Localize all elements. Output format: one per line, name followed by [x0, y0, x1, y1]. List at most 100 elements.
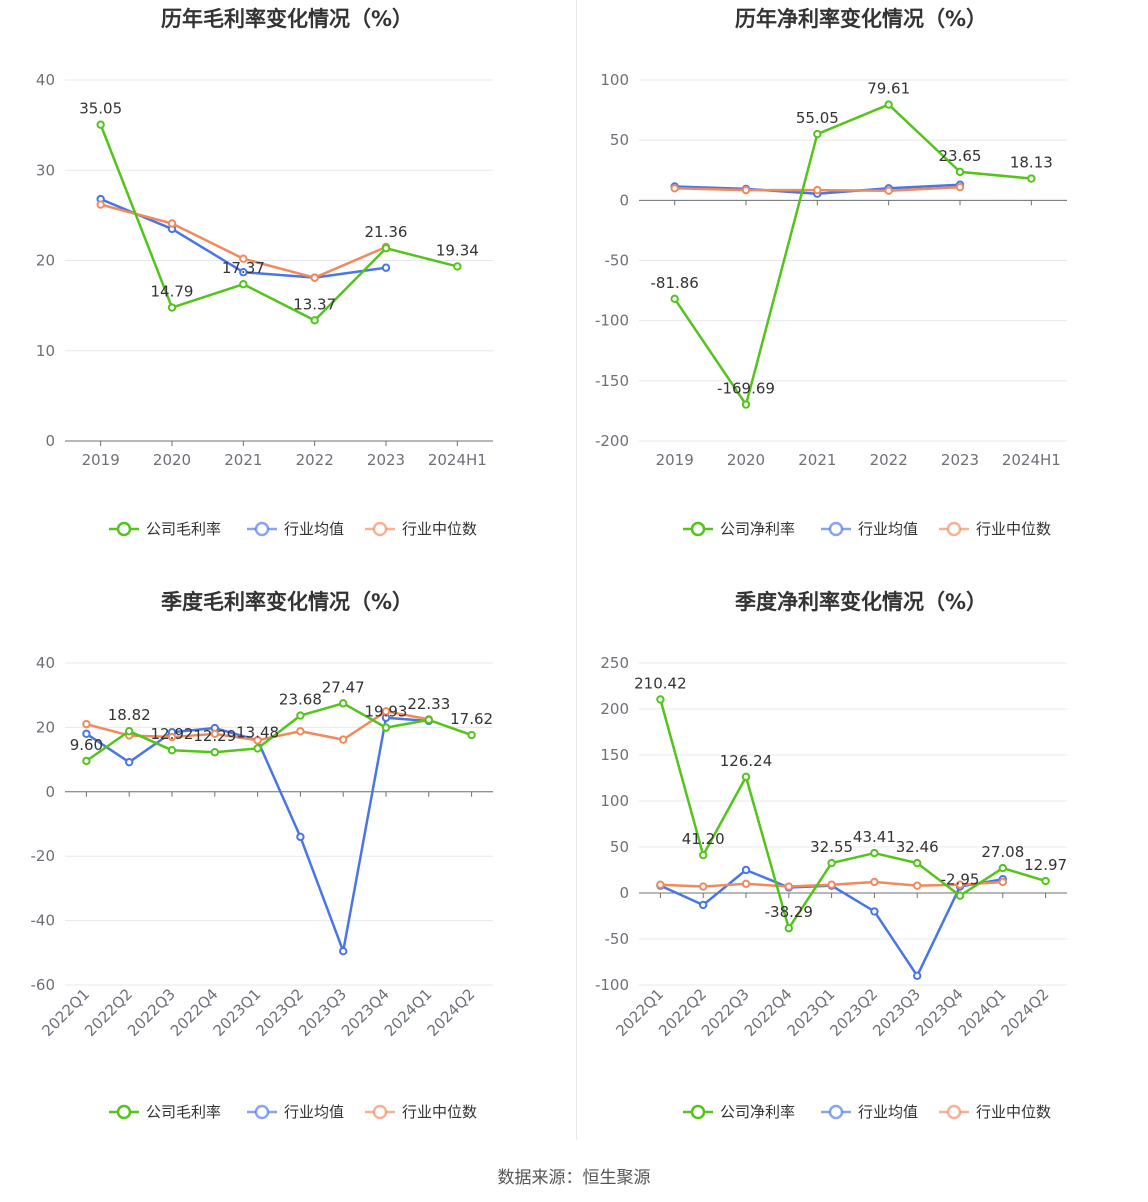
chart-svg: 历年净利率变化情况（%） -200 -150 -100 -50 0 50 100 2019 202…: [595, 7, 1067, 538]
legend-marker: [116, 521, 132, 537]
y-tick-label: -50: [605, 930, 630, 948]
data-label: 9.60: [70, 736, 103, 754]
legend-item: 行业均值: [247, 520, 344, 538]
data-label: -169.69: [717, 380, 775, 398]
legend-label: 公司毛利率: [146, 1103, 221, 1121]
y-tick-label: -50: [605, 252, 630, 270]
legend-item: 行业均值: [821, 1103, 918, 1121]
quarterly-gross-margin-chart: 季度毛利率变化情况（%） -60 -40 -20 0 20 40 2022Q1 2022Q2 20…: [0, 583, 574, 1166]
data-label: 12.92: [151, 725, 194, 743]
chart-svg: 季度净利率变化情况（%）-100-500501001502002502022Q1…: [595, 590, 1067, 1121]
legend-marker: [946, 521, 962, 537]
data-label: 18.82: [108, 706, 151, 724]
legend-item: 行业均值: [247, 1103, 344, 1121]
legend-label: 行业中位数: [402, 1103, 477, 1121]
y-tick-label: 200: [600, 700, 629, 718]
data-point: [998, 877, 1007, 887]
y-tick-label: 100: [600, 792, 629, 810]
data-point: [82, 756, 91, 766]
y-tick-label: 40: [36, 654, 55, 672]
data-point: [453, 262, 462, 271]
y-tick-label: -20: [31, 847, 56, 865]
panel-divider: [576, 0, 577, 1140]
x-tick-label: 2022: [296, 451, 334, 469]
data-point: [96, 200, 105, 209]
x-tick-label: 2024H1: [1002, 451, 1061, 469]
y-tick-label: 0: [45, 783, 55, 801]
data-point: [870, 877, 879, 887]
x-tick-label: 2024H1: [428, 451, 487, 469]
chart-svg: 历年毛利率变化情况（%） 0 10 20 30 40 2019 2020 2021 2022 202…: [36, 7, 493, 538]
data-label: 23.65: [939, 147, 982, 165]
data-point: [741, 879, 751, 888]
data-label: 14.79: [151, 283, 194, 301]
legend-marker: [828, 521, 844, 537]
y-tick-label: 50: [610, 838, 629, 856]
data-point: [82, 719, 91, 729]
chart-title: 历年净利率变化情况（%）: [735, 7, 987, 31]
data-point: [381, 244, 391, 253]
legend-label: 行业均值: [284, 1103, 344, 1121]
chart-svg: 季度毛利率变化情况（%）-60-40-20020402022Q12022Q220…: [31, 590, 494, 1121]
data-label: 55.05: [796, 109, 839, 127]
legend-marker: [372, 521, 388, 537]
legend-item: 公司净利率: [683, 1103, 795, 1121]
data-label: 13.48: [236, 723, 279, 741]
data-source-note: 数据来源：恒生聚源: [497, 1168, 651, 1188]
x-tick-label: 2023: [941, 451, 979, 469]
x-tick-label: 2022: [870, 451, 908, 469]
data-point: [813, 185, 822, 195]
y-tick-label: 20: [36, 718, 55, 736]
data-point: [884, 100, 893, 109]
data-point: [253, 736, 262, 745]
data-point: [339, 735, 348, 744]
data-point: [1041, 876, 1050, 886]
data-label: 19.93: [365, 703, 408, 721]
data-point: [913, 858, 922, 868]
data-point: [167, 303, 177, 312]
y-tick-label: -40: [31, 912, 56, 930]
legend-item: 行业中位数: [365, 520, 477, 538]
x-tick-label: 2019: [82, 451, 120, 469]
legend-label: 行业均值: [858, 1103, 918, 1121]
quarterly-net-margin-chart: 季度净利率变化情况（%） -100 -50 0 50 100 150 200 250 2022Q1…: [574, 583, 1148, 1166]
y-tick-label: 250: [600, 654, 629, 672]
y-tick-label: 20: [36, 252, 55, 270]
data-label: 17.37: [222, 259, 265, 277]
data-point: [253, 744, 262, 753]
data-point: [239, 254, 248, 263]
data-label: 23.68: [279, 691, 322, 709]
annual-net-margin-chart: 历年净利率变化情况（%） -200 -150 -100 -50 0 50 100 2019 202…: [574, 0, 1148, 583]
y-tick-label: 50: [610, 131, 629, 149]
y-tick-label: 0: [619, 884, 629, 902]
x-tick-label: 2019: [656, 451, 694, 469]
data-point: [699, 850, 708, 860]
y-tick-label: -150: [595, 372, 629, 390]
chart-title: 历年毛利率变化情况（%）: [161, 7, 413, 31]
legend-label: 公司净利率: [720, 520, 795, 538]
data-point: [310, 316, 319, 325]
data-label: 210.42: [634, 674, 687, 692]
data-point: [913, 881, 922, 890]
data-point: [827, 858, 836, 868]
data-point: [955, 182, 965, 192]
data-point: [239, 280, 248, 289]
series-line: [99, 124, 458, 322]
data-label: 126.24: [720, 752, 773, 770]
data-label: 27.47: [322, 678, 365, 696]
legend-item: 行业均值: [821, 520, 918, 538]
data-label: 22.33: [407, 695, 450, 713]
data-point: [310, 273, 319, 282]
legend-item: 行业中位数: [939, 1103, 1051, 1121]
data-point: [884, 186, 893, 195]
y-tick-label: 40: [36, 71, 55, 89]
legend-item: 行业中位数: [939, 520, 1051, 538]
data-point: [813, 129, 822, 139]
data-label: 79.61: [867, 80, 910, 98]
x-tick-label: 2020: [727, 451, 765, 469]
data-point: [870, 907, 879, 916]
data-point: [699, 882, 708, 891]
legend-marker: [254, 1104, 270, 1120]
data-point: [998, 863, 1007, 873]
legend-label: 行业中位数: [976, 520, 1051, 538]
